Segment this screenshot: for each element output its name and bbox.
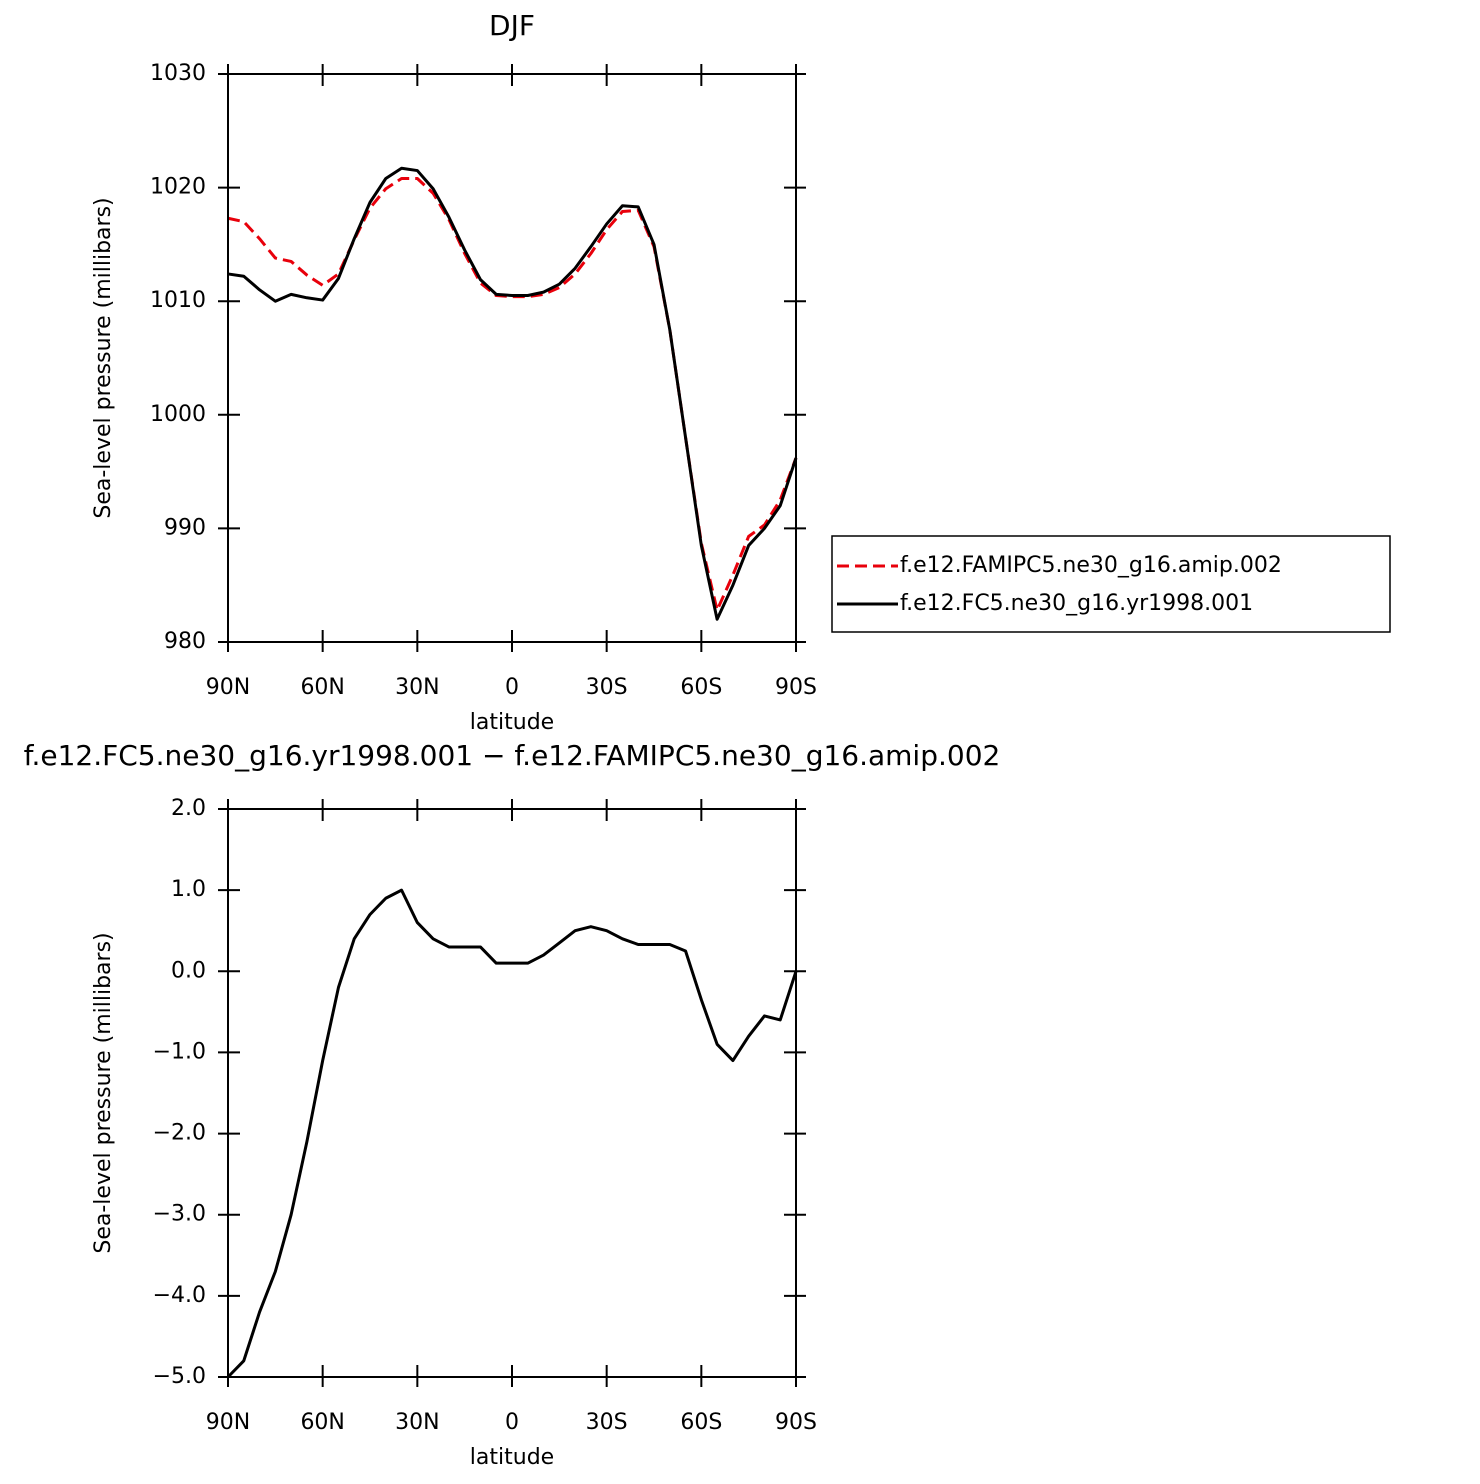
- x-axis-label: latitude: [470, 1445, 554, 1470]
- panel: f.e12.FC5.ne30_g16.yr1998.001 − f.e12.FA…: [24, 739, 1001, 1470]
- x-tick-label: 60S: [680, 675, 722, 700]
- x-tick-label: 0: [505, 675, 519, 700]
- plot-frame: [227, 73, 797, 643]
- y-tick-label: −4.0: [153, 1283, 206, 1308]
- data-line: [227, 166, 798, 621]
- legend-box: [831, 535, 1391, 633]
- y-tick-label: 1000: [150, 402, 206, 427]
- y-tick-label: −3.0: [153, 1202, 206, 1227]
- x-tick-label: 60N: [300, 1410, 344, 1435]
- x-tick-label: 90N: [206, 675, 250, 700]
- y-tick-label: 990: [164, 515, 206, 540]
- x-tick-label: 30N: [395, 1410, 439, 1435]
- x-tick-label: 0: [505, 1410, 519, 1435]
- y-tick-label: 1020: [150, 175, 206, 200]
- x-tick-label: 90N: [206, 1410, 250, 1435]
- y-tick-label: −2.0: [153, 1121, 206, 1146]
- y-tick-label: −5.0: [153, 1364, 206, 1389]
- x-tick-label: 30N: [395, 675, 439, 700]
- y-tick-label: 1010: [150, 288, 206, 313]
- legend-label: f.e12.FC5.ne30_g16.yr1998.001: [900, 591, 1253, 616]
- panel: DJF 980 990 1000 1010 1020 1030 90N 60N 30N 0 30S 60…: [91, 9, 1391, 735]
- chart-title: f.e12.FC5.ne30_g16.yr1998.001 − f.e12.FA…: [24, 739, 1001, 772]
- plot-frame: [227, 808, 797, 1378]
- x-tick-label: 60N: [300, 675, 344, 700]
- legend-label: f.e12.FAMIPC5.ne30_g16.amip.002: [900, 553, 1282, 578]
- y-axis-label: Sea-level pressure (millibars): [91, 932, 116, 1253]
- y-axis-label: Sea-level pressure (millibars): [91, 197, 116, 518]
- x-tick-label: 30S: [586, 1410, 628, 1435]
- y-tick-label: 0.0: [171, 958, 206, 983]
- y-tick-label: 1030: [150, 61, 206, 86]
- y-tick-label: 1.0: [171, 877, 206, 902]
- x-tick-label: 30S: [586, 675, 628, 700]
- x-tick-label: 90S: [775, 675, 817, 700]
- data-line: [226, 888, 798, 1379]
- x-tick-label: 60S: [680, 1410, 722, 1435]
- data-line: [227, 177, 798, 612]
- x-axis-label: latitude: [470, 710, 554, 735]
- y-tick-label: −1.0: [153, 1039, 206, 1064]
- chart-title: DJF: [489, 9, 535, 42]
- x-tick-label: 90S: [775, 1410, 817, 1435]
- y-tick-label: 980: [164, 629, 206, 654]
- y-tick-label: 2.0: [171, 796, 206, 821]
